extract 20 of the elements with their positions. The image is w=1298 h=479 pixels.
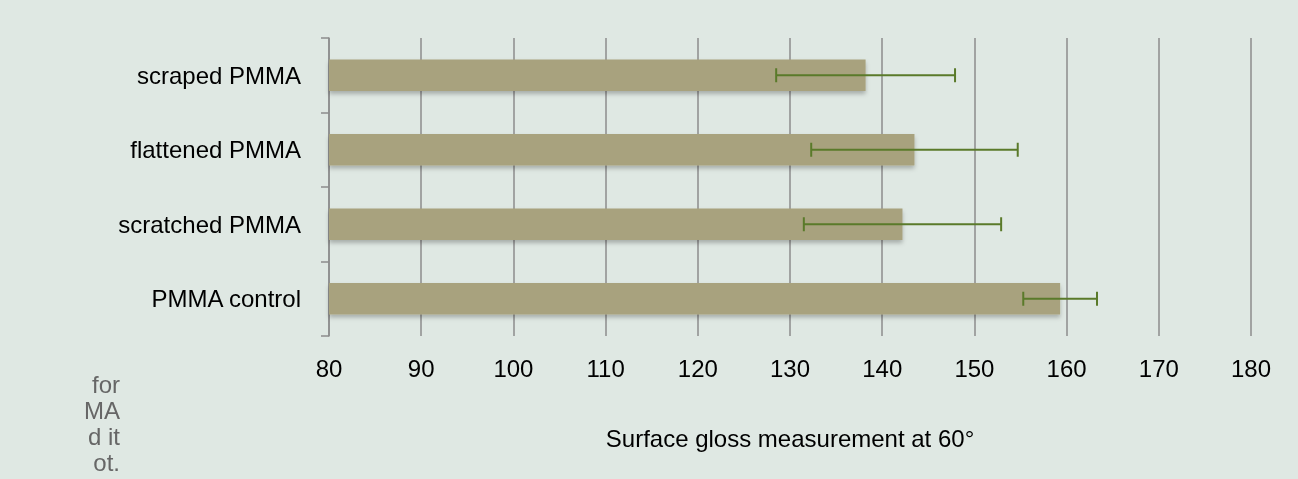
x-axis-title: Surface gloss measurement at 60° — [605, 424, 975, 452]
x-tick-label: 120 — [677, 354, 718, 382]
x-tick-label: 100 — [493, 354, 534, 382]
x-tick-label: 90 — [407, 354, 435, 382]
x-tick-label: 150 — [954, 354, 995, 382]
text: ot. — [93, 448, 120, 476]
x-tick-label: 180 — [1230, 354, 1272, 382]
y-tick-label: PMMA control — [151, 285, 301, 313]
y-tick-label: scraped PMMA — [136, 61, 301, 89]
x-tick-label: 130 — [769, 354, 811, 382]
y-tick-label: scratched PMMA — [118, 210, 301, 238]
x-tick-label: 110 — [586, 354, 625, 382]
x-tick-label: 160 — [1046, 354, 1087, 382]
x-tick-label: 140 — [862, 354, 903, 382]
text: MA — [84, 396, 120, 424]
text: for — [91, 370, 120, 398]
x-tick-label: 170 — [1138, 354, 1179, 382]
x-tick-label: 80 — [315, 354, 343, 382]
text: d it — [87, 422, 121, 450]
y-tick-label: flattened PMMA — [130, 136, 301, 164]
